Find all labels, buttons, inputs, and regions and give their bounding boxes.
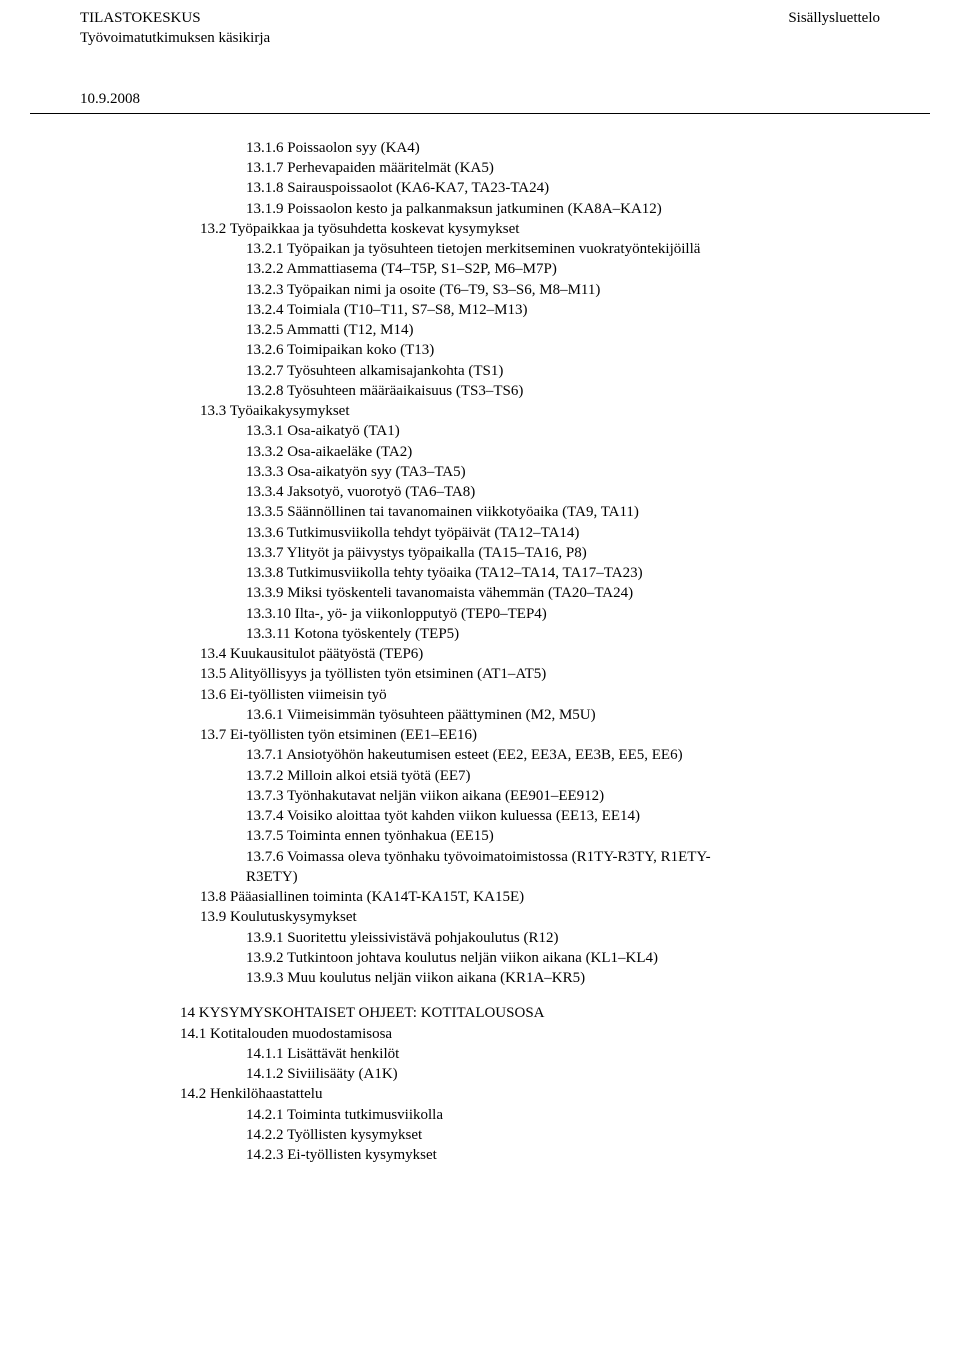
toc-entry: 13.3.11 Kotona työskentely (TEP5) xyxy=(80,624,880,644)
toc-entry: 13.6 Ei-työllisten viimeisin työ xyxy=(80,685,880,705)
doc-title: Työvoimatutkimuksen käsikirja xyxy=(80,28,270,48)
date: 10.9.2008 xyxy=(80,89,140,109)
header-left: TILASTOKESKUS Työvoimatutkimuksen käsiki… xyxy=(80,8,270,49)
toc-entry: 13.2.7 Työsuhteen alkamisajankohta (TS1) xyxy=(80,361,880,381)
toc-entry: 13.9.2 Tutkintoon johtava koulutus neljä… xyxy=(80,948,880,968)
toc-entry: 14.2.1 Toiminta tutkimusviikolla xyxy=(80,1105,880,1125)
toc-entry: 13.3.8 Tutkimusviikolla tehty työaika (T… xyxy=(80,563,880,583)
toc-entry: 13.7.3 Työnhakutavat neljän viikon aikan… xyxy=(80,786,880,806)
toc-entry: 13.2.4 Toimiala (T10–T11, S7–S8, M12–M13… xyxy=(80,300,880,320)
toc-entry: 13.2 Työpaikkaa ja työsuhdetta koskevat … xyxy=(80,219,880,239)
toc-entry: 14.1.2 Siviilisääty (A1K) xyxy=(80,1064,880,1084)
toc-entry: 13.7.5 Toiminta ennen työnhakua (EE15) xyxy=(80,826,880,846)
toc-entry: 14.1 Kotitalouden muodostamisosa xyxy=(80,1024,880,1044)
toc-entry: 13.2.5 Ammatti (T12, M14) xyxy=(80,320,880,340)
toc-entry: 13.2.1 Työpaikan ja työsuhteen tietojen … xyxy=(80,239,880,259)
toc-entry: 13.6.1 Viimeisimmän työsuhteen päättymin… xyxy=(80,705,880,725)
toc-entry: 13.9.3 Muu koulutus neljän viikon aikana… xyxy=(80,968,880,988)
org-name: TILASTOKESKUS xyxy=(80,8,270,28)
toc-entry: 13.3.1 Osa-aikatyö (TA1) xyxy=(80,421,880,441)
toc-entry: 13.3.2 Osa-aikaeläke (TA2) xyxy=(80,442,880,462)
toc-entry: 13.9.1 Suoritettu yleissivistävä pohjako… xyxy=(80,928,880,948)
toc-entry: 14.2 Henkilöhaastattelu xyxy=(80,1084,880,1104)
toc-entry: 13.1.9 Poissaolon kesto ja palkanmaksun … xyxy=(80,199,880,219)
toc-entry: 13.2.6 Toimipaikan koko (T13) xyxy=(80,340,880,360)
toc-entry: 13.3 Työaikakysymykset xyxy=(80,401,880,421)
horizontal-rule xyxy=(30,113,930,114)
toc-entry: 13.3.7 Ylityöt ja päivystys työpaikalla … xyxy=(80,543,880,563)
toc-entry: 13.7.1 Ansiotyöhön hakeutumisen esteet (… xyxy=(80,745,880,765)
toc-entry: 13.7.2 Milloin alkoi etsiä työtä (EE7) xyxy=(80,766,880,786)
toc-content: 13.1.6 Poissaolon syy (KA4) 13.1.7 Perhe… xyxy=(0,138,960,1166)
section-heading: 14 KYSYMYSKOHTAISET OHJEET: KOTITALOUSOS… xyxy=(80,1003,880,1023)
toc-entry: 13.8 Pääasiallinen toiminta (KA14T-KA15T… xyxy=(80,887,880,907)
toc-entry: 14.1.1 Lisättävät henkilöt xyxy=(80,1044,880,1064)
toc-entry: 13.3.5 Säännöllinen tai tavanomainen vii… xyxy=(80,502,880,522)
toc-entry: 13.3.6 Tutkimusviikolla tehdyt työpäivät… xyxy=(80,523,880,543)
toc-entry: 13.7 Ei-työllisten työn etsiminen (EE1–E… xyxy=(80,725,880,745)
toc-entry: 13.4 Kuukausitulot päätyöstä (TEP6) xyxy=(80,644,880,664)
page-header: TILASTOKESKUS Työvoimatutkimuksen käsiki… xyxy=(0,0,960,51)
toc-entry: 13.2.3 Työpaikan nimi ja osoite (T6–T9, … xyxy=(80,280,880,300)
toc-entry: 13.1.6 Poissaolon syy (KA4) xyxy=(80,138,880,158)
toc-entry: 14.2.2 Työllisten kysymykset xyxy=(80,1125,880,1145)
toc-entry: 13.2.8 Työsuhteen määräaikaisuus (TS3–TS… xyxy=(80,381,880,401)
toc-entry: 13.3.4 Jaksotyö, vuorotyö (TA6–TA8) xyxy=(80,482,880,502)
toc-entry: 13.7.4 Voisiko aloittaa työt kahden viik… xyxy=(80,806,880,826)
toc-entry: 14.2.3 Ei-työllisten kysymykset xyxy=(80,1145,880,1165)
toc-entry: 13.3.3 Osa-aikatyön syy (TA3–TA5) xyxy=(80,462,880,482)
toc-entry: 13.3.9 Miksi työskenteli tavanomaista vä… xyxy=(80,583,880,603)
date-block: 10.9.2008 xyxy=(0,51,960,113)
toc-entry: 13.2.2 Ammattiasema (T4–T5P, S1–S2P, M6–… xyxy=(80,259,880,279)
toc-entry: 13.9 Koulutuskysymykset xyxy=(80,907,880,927)
toc-entry: 13.5 Alityöllisyys ja työllisten työn et… xyxy=(80,664,880,684)
toc-entry: R3ETY) xyxy=(80,867,880,887)
header-right: Sisällysluettelo xyxy=(788,8,880,49)
toc-entry: 13.1.8 Sairauspoissaolot (KA6-KA7, TA23-… xyxy=(80,178,880,198)
toc-label: Sisällysluettelo xyxy=(788,8,880,28)
toc-entry: 13.3.10 Ilta-, yö- ja viikonlopputyö (TE… xyxy=(80,604,880,624)
toc-entry: 13.7.6 Voimassa oleva työnhaku työvoimat… xyxy=(80,847,880,867)
toc-entry: 13.1.7 Perhevapaiden määritelmät (KA5) xyxy=(80,158,880,178)
